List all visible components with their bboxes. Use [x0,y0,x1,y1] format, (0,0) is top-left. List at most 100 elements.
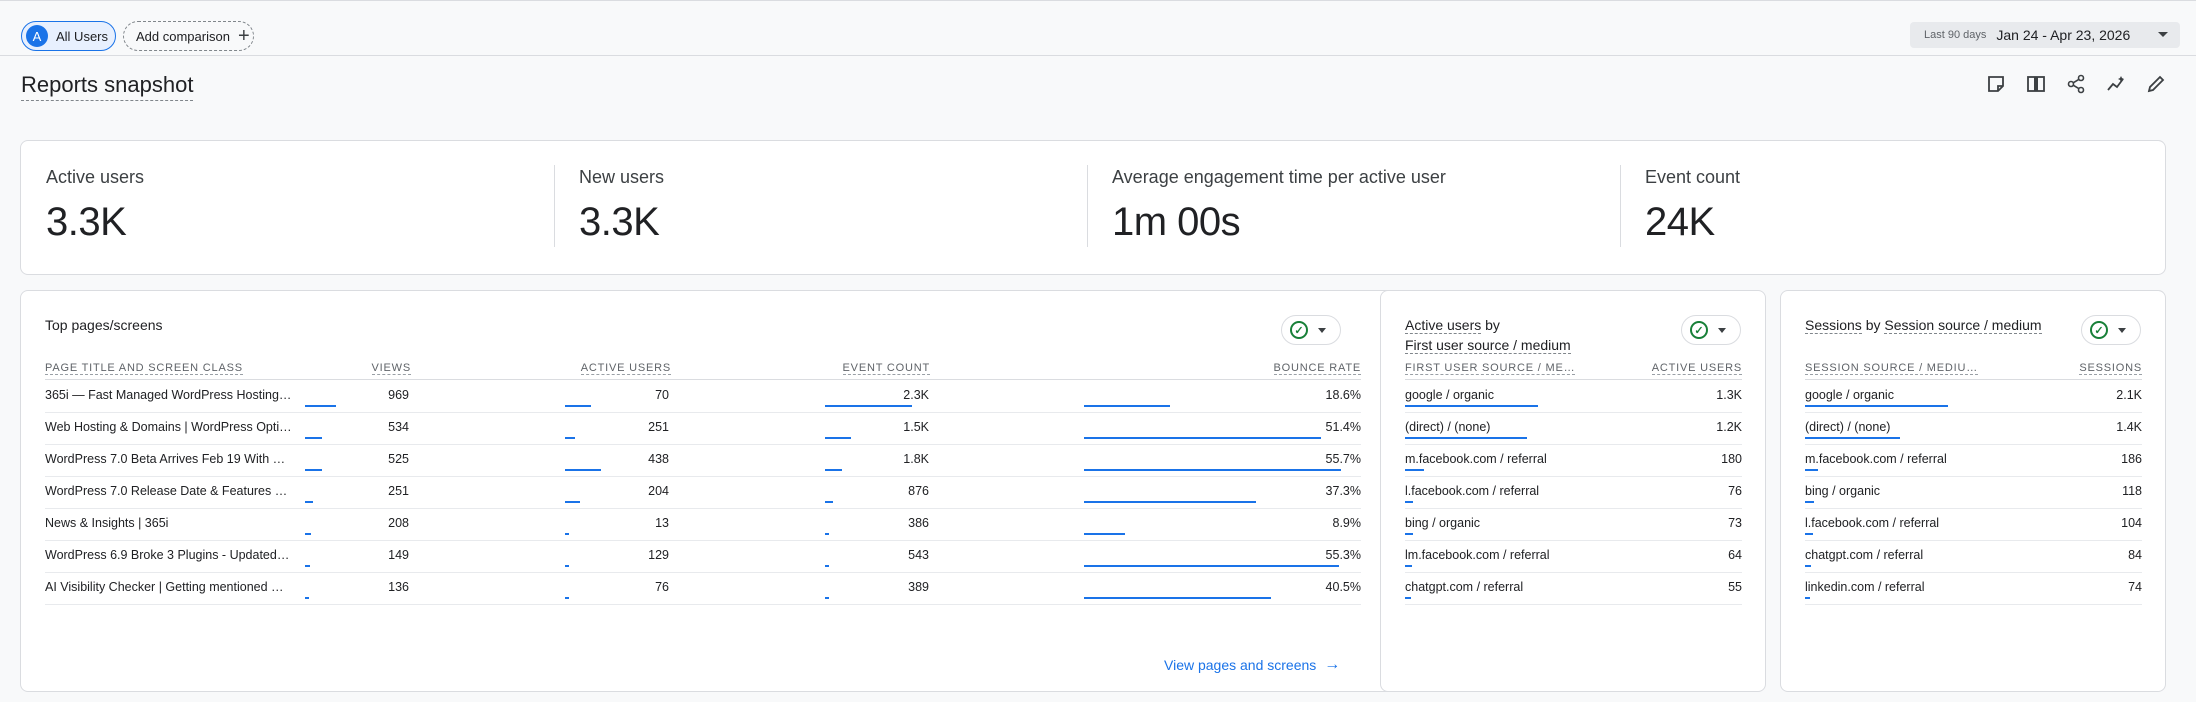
table-row[interactable]: l.facebook.com / referral 104 [1805,509,2142,541]
value-cell: 73 [1728,516,1742,530]
page-title-cell: WordPress 7.0 Release Date & Features … [45,484,288,498]
views-cell: 149 [388,548,409,562]
top-pages-card: Top pages/screens ✓ Page title and scree… [20,290,1404,692]
session-source-table: Session source / mediu… Sessions google … [1805,359,2142,619]
active-cell: 129 [648,548,669,562]
metric-avg-engagement-time[interactable]: Average engagement time per active user … [1087,141,1620,274]
col-header-bounce-rate[interactable]: Bounce rate [1273,362,1361,375]
col-header-sessions[interactable]: Sessions [2079,362,2142,375]
views-bar [305,533,311,535]
col-header-active-users[interactable]: Active users [580,362,671,375]
top-pages-compare-button[interactable]: ✓ [1281,315,1341,345]
table-row[interactable]: WordPress 7.0 Beta Arrives Feb 19 With …… [45,445,1361,477]
metric-active-users[interactable]: Active users 3.3K [21,141,554,274]
views-bar [305,405,336,407]
table-row[interactable]: m.facebook.com / referral 186 [1805,445,2142,477]
row-divider [1405,508,1742,509]
table-row[interactable]: bing / organic 118 [1805,477,2142,509]
table-row[interactable]: Web Hosting & Domains | WordPress Opti… 5… [45,413,1361,445]
top-bar: A All Users Add comparison + Last 90 day… [0,14,2196,56]
col-header-active-users[interactable]: Active users [1651,362,1742,375]
row-divider [45,604,1361,605]
title-metric[interactable]: Sessions [1805,317,1862,334]
notes-icon[interactable] [1984,72,2008,96]
title-metric[interactable]: Active users [1405,317,1482,334]
top-pages-table: Page title and screen class Views Active… [45,359,1361,619]
col-header-event-count[interactable]: Event count [842,362,930,375]
active-bar [565,501,580,503]
col-header-source[interactable]: First user source / me… [1405,362,1576,375]
events-cell: 1.8K [903,452,929,466]
compare-columns-icon[interactable] [2024,72,2048,96]
date-range-picker[interactable]: Last 90 days Jan 24 - Apr 23, 2026 [1910,22,2180,48]
value-bar [1405,533,1413,535]
metric-new-users[interactable]: New users 3.3K [554,141,1087,274]
value-bar [1805,597,1810,599]
first-user-source-compare-button[interactable]: ✓ [1681,315,1741,345]
row-divider [1805,604,2142,605]
table-row[interactable]: (direct) / (none) 1.4K [1805,413,2142,445]
add-comparison-button[interactable]: Add comparison + [123,21,254,51]
views-bar [305,501,313,503]
views-bar [305,597,309,599]
table-row[interactable]: AI Visibility Checker | Getting mentione… [45,573,1361,605]
table-row[interactable]: WordPress 6.9 Broke 3 Plugins - Updated…… [45,541,1361,573]
views-cell: 969 [388,388,409,402]
views-cell: 136 [388,580,409,594]
share-icon[interactable] [2064,72,2088,96]
date-range-label: Last 90 days [1924,29,1987,41]
row-divider [1805,444,2142,445]
table-row[interactable]: chatgpt.com / referral 84 [1805,541,2142,573]
bounce-cell: 55.7% [1325,452,1361,466]
table-header: Session source / mediu… Sessions [1805,359,2142,379]
value-bar [1805,501,1814,503]
value-bar [1405,565,1412,567]
table-row[interactable]: linkedin.com / referral 74 [1805,573,2142,605]
table-row[interactable]: m.facebook.com / referral 180 [1405,445,1742,477]
table-row[interactable]: bing / organic 73 [1405,509,1742,541]
row-divider [1405,604,1742,605]
segment-avatar: A [26,25,48,47]
value-cell: 55 [1728,580,1742,594]
col-header-page-title[interactable]: Page title and screen class [45,362,243,375]
insights-icon[interactable] [2104,72,2128,96]
table-row[interactable]: News & Insights | 365i 208 13 386 8.9% [45,509,1361,541]
metric-event-count[interactable]: Event count 24K [1620,141,2153,274]
value-cell: 2.1K [2116,388,2142,402]
events-bar [825,533,829,535]
views-bar [305,437,322,439]
source-cell: lm.facebook.com / referral [1405,548,1550,562]
header-divider [45,379,1361,380]
edit-pencil-icon[interactable] [2144,72,2168,96]
view-pages-link[interactable]: View pages and screens → [1164,656,1340,674]
table-row[interactable]: lm.facebook.com / referral 64 [1405,541,1742,573]
table-row[interactable]: 365i — Fast Managed WordPress Hosting… 96… [45,381,1361,413]
chevron-down-icon [1718,327,1726,333]
table-row[interactable]: chatgpt.com / referral 55 [1405,573,1742,605]
title-dimension[interactable]: First user source / medium [1405,337,1571,354]
source-cell: (direct) / (none) [1405,420,1491,434]
value-bar [1405,405,1538,407]
top-pages-title: Top pages/screens [45,317,163,333]
events-cell: 2.3K [903,388,929,402]
segment-chip-all-users[interactable]: A All Users [21,21,116,51]
table-row[interactable]: l.facebook.com / referral 76 [1405,477,1742,509]
table-row[interactable]: WordPress 7.0 Release Date & Features … 2… [45,477,1361,509]
active-bar [565,405,591,407]
value-cell: 180 [1721,452,1742,466]
session-source-compare-button[interactable]: ✓ [2081,315,2141,345]
source-cell: google / organic [1805,388,1894,402]
value-bar [1405,469,1424,471]
col-header-views[interactable]: Views [371,362,411,375]
metric-label: Average engagement time per active user [1112,167,1446,187]
table-row[interactable]: google / organic 1.3K [1405,381,1742,413]
header-divider [1405,379,1742,380]
table-row[interactable]: (direct) / (none) 1.2K [1405,413,1742,445]
bounce-cell: 40.5% [1325,580,1361,594]
table-row[interactable]: google / organic 2.1K [1805,381,2142,413]
value-bar [1805,437,1900,439]
col-header-source[interactable]: Session source / mediu… [1805,362,1979,375]
title-dimension[interactable]: Session source / medium [1884,317,2042,334]
page-title-cell: 365i — Fast Managed WordPress Hosting… [45,388,292,402]
events-cell: 389 [908,580,929,594]
